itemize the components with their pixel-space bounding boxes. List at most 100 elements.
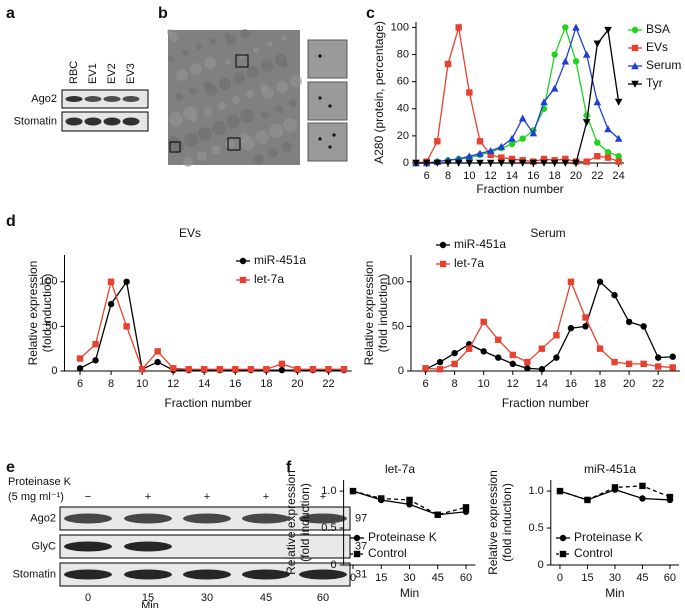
marker [278, 366, 286, 374]
blot-band [122, 96, 140, 102]
marker [92, 357, 99, 364]
blot-band [124, 569, 172, 580]
marker [451, 349, 458, 357]
marker [640, 360, 647, 368]
sign: + [204, 491, 210, 503]
marker [582, 50, 591, 58]
x-tick-label: 60 [460, 572, 472, 584]
x-tick-label: 22 [591, 170, 603, 182]
legend-label: Proteinase K [368, 530, 437, 544]
legend-label: Tyr [646, 76, 663, 90]
particle [332, 133, 336, 137]
x-tick-label: 0 [350, 572, 356, 584]
marker [232, 366, 239, 373]
x-tick-label: 14 [536, 378, 548, 390]
x-tick-label: 14 [198, 378, 210, 390]
marker [550, 159, 559, 167]
blot-band [103, 117, 121, 126]
y-axis-label: Relative expression [362, 261, 376, 366]
marker [239, 276, 247, 284]
marker [436, 366, 444, 373]
texture [197, 151, 207, 161]
marker [138, 366, 146, 373]
panel-label: b [158, 5, 168, 22]
marker [611, 291, 618, 299]
marker [486, 146, 495, 154]
marker [508, 155, 516, 163]
particle [318, 137, 322, 141]
texture [283, 118, 297, 132]
marker [556, 487, 564, 495]
texture [269, 124, 283, 138]
x-tick-label: 6 [422, 378, 428, 390]
marker [154, 358, 161, 366]
marker [572, 58, 580, 65]
marker [669, 353, 676, 360]
time-label: 60 [317, 592, 329, 604]
x-tick-label: 14 [506, 170, 518, 182]
panel-label: e [6, 459, 15, 476]
marker [486, 159, 495, 167]
marker [169, 365, 177, 372]
dose-label: (5 mg ml⁻¹) [8, 491, 64, 503]
marker [524, 358, 531, 366]
y-tick-label: 20 [397, 130, 409, 142]
x-tick-label: 8 [452, 378, 458, 390]
blot-band [65, 117, 83, 126]
marker [76, 355, 84, 362]
row-label: Stomatin [14, 115, 57, 127]
particle [328, 104, 332, 108]
marker [509, 351, 516, 359]
texture [225, 139, 235, 149]
marker [593, 40, 602, 48]
lane-label: RBC [68, 61, 80, 84]
panel-label: c [366, 5, 375, 22]
marker [497, 142, 506, 150]
y-tick-label: 50 [392, 320, 404, 332]
texture [204, 57, 216, 69]
marker [614, 98, 623, 106]
marker [434, 138, 441, 145]
marker [604, 125, 612, 133]
x-tick-label: 45 [432, 572, 444, 584]
y-axis-label: Relative expression [486, 470, 500, 575]
sign: + [320, 491, 326, 503]
marker [340, 366, 348, 373]
marker [123, 278, 130, 285]
chart-title: miR-451a [584, 462, 636, 476]
marker [583, 158, 590, 165]
marker [439, 260, 447, 268]
marker [553, 332, 560, 339]
panel-label: d [6, 213, 16, 230]
texture [253, 47, 259, 53]
texture [254, 154, 264, 164]
y-tick-label: 50 [45, 320, 57, 332]
marker [604, 26, 612, 34]
time-axis-label: Min [141, 600, 159, 608]
marker [596, 278, 604, 285]
marker [550, 84, 559, 92]
blot-band [84, 117, 102, 126]
y-tick-label: 1.0 [529, 485, 544, 497]
marker [625, 360, 633, 368]
marker [611, 358, 618, 366]
marker [480, 348, 487, 355]
marker [476, 159, 484, 167]
marker [524, 365, 531, 372]
legend-label: BSA [646, 22, 670, 36]
marker [519, 135, 526, 142]
panel-label: a [6, 5, 15, 22]
y-tick-label: 40 [397, 103, 409, 115]
y-tick-label: 0 [538, 559, 544, 571]
marker [584, 496, 591, 504]
x-tick-label: 15 [581, 572, 593, 584]
x-tick-label: 6 [424, 170, 430, 182]
time-label: 45 [260, 592, 272, 604]
x-tick-label: 12 [507, 378, 519, 390]
time-label: 0 [85, 592, 91, 604]
marker [76, 365, 84, 372]
texture [282, 142, 292, 152]
lane-label: EV1 [87, 63, 99, 84]
texture [170, 139, 184, 153]
texture [226, 115, 240, 129]
